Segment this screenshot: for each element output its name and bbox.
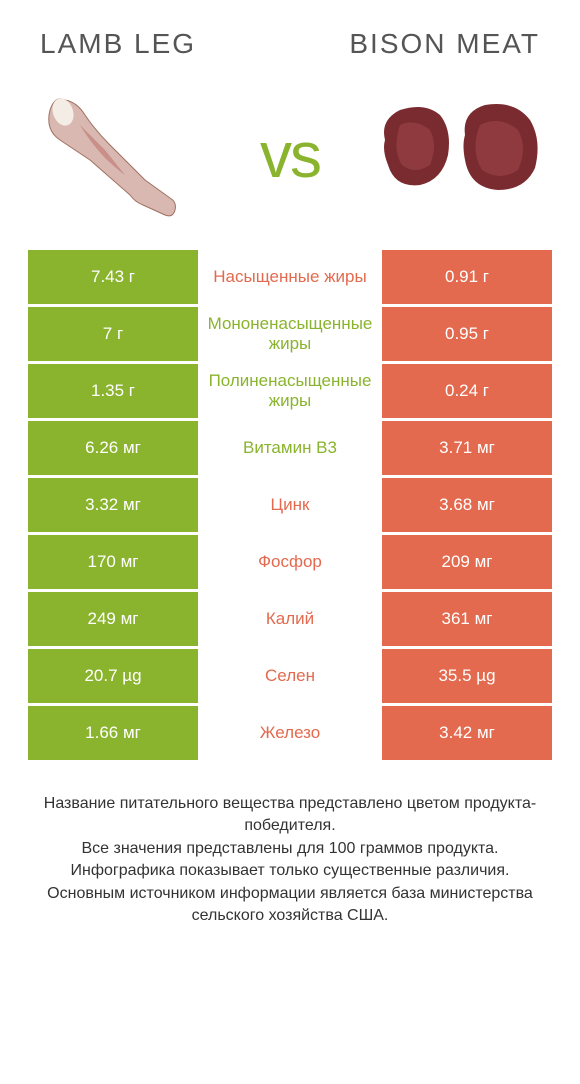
left-value-cell: 3.32 мг bbox=[28, 478, 198, 532]
footer-line: Все значения представлены для 100 граммо… bbox=[28, 838, 552, 860]
table-row: 1.35 гПолиненасыщенные жиры0.24 г bbox=[28, 364, 552, 418]
left-food-title: Lamb leg bbox=[40, 28, 196, 60]
nutrient-name-cell: Витамин B3 bbox=[198, 421, 382, 475]
images-row: vs bbox=[0, 70, 580, 250]
right-value-cell: 35.5 µg bbox=[382, 649, 552, 703]
left-value-cell: 6.26 мг bbox=[28, 421, 198, 475]
nutrient-name-cell: Мононенасыщенные жиры bbox=[198, 307, 382, 361]
table-row: 7 гМононенасыщенные жиры0.95 г bbox=[28, 307, 552, 361]
left-value-cell: 249 мг bbox=[28, 592, 198, 646]
nutrient-name-cell: Насыщенные жиры bbox=[198, 250, 382, 304]
footer-notes: Название питательного вещества представл… bbox=[0, 763, 580, 927]
footer-line: Основным источником информации является … bbox=[28, 883, 552, 928]
table-row: 170 мгФосфор209 мг bbox=[28, 535, 552, 589]
nutrient-name-cell: Калий bbox=[198, 592, 382, 646]
bison-meat-image bbox=[370, 80, 550, 230]
right-value-cell: 3.42 мг bbox=[382, 706, 552, 760]
right-value-cell: 361 мг bbox=[382, 592, 552, 646]
comparison-table: 7.43 гНасыщенные жиры0.91 г7 гМононенасы… bbox=[28, 250, 552, 760]
right-value-cell: 3.71 мг bbox=[382, 421, 552, 475]
table-row: 3.32 мгЦинк3.68 мг bbox=[28, 478, 552, 532]
left-value-cell: 1.35 г bbox=[28, 364, 198, 418]
right-value-cell: 0.24 г bbox=[382, 364, 552, 418]
nutrient-name-cell: Железо bbox=[198, 706, 382, 760]
table-row: 20.7 µgСелен35.5 µg bbox=[28, 649, 552, 703]
vs-label: vs bbox=[260, 118, 320, 192]
right-value-cell: 209 мг bbox=[382, 535, 552, 589]
left-value-cell: 170 мг bbox=[28, 535, 198, 589]
left-value-cell: 1.66 мг bbox=[28, 706, 198, 760]
left-value-cell: 20.7 µg bbox=[28, 649, 198, 703]
footer-line: Инфографика показывает только существенн… bbox=[28, 860, 552, 882]
lamb-leg-image bbox=[30, 80, 210, 230]
header: Lamb leg Bison meat bbox=[0, 0, 580, 70]
footer-line: Название питательного вещества представл… bbox=[28, 793, 552, 838]
table-row: 1.66 мгЖелезо3.42 мг bbox=[28, 706, 552, 760]
left-value-cell: 7.43 г bbox=[28, 250, 198, 304]
right-value-cell: 0.91 г bbox=[382, 250, 552, 304]
nutrient-name-cell: Цинк bbox=[198, 478, 382, 532]
nutrient-name-cell: Полиненасыщенные жиры bbox=[198, 364, 382, 418]
right-food-title: Bison meat bbox=[349, 28, 540, 60]
nutrient-name-cell: Селен bbox=[198, 649, 382, 703]
table-row: 6.26 мгВитамин B33.71 мг bbox=[28, 421, 552, 475]
table-row: 249 мгКалий361 мг bbox=[28, 592, 552, 646]
left-value-cell: 7 г bbox=[28, 307, 198, 361]
right-value-cell: 0.95 г bbox=[382, 307, 552, 361]
nutrient-name-cell: Фосфор bbox=[198, 535, 382, 589]
right-value-cell: 3.68 мг bbox=[382, 478, 552, 532]
table-row: 7.43 гНасыщенные жиры0.91 г bbox=[28, 250, 552, 304]
